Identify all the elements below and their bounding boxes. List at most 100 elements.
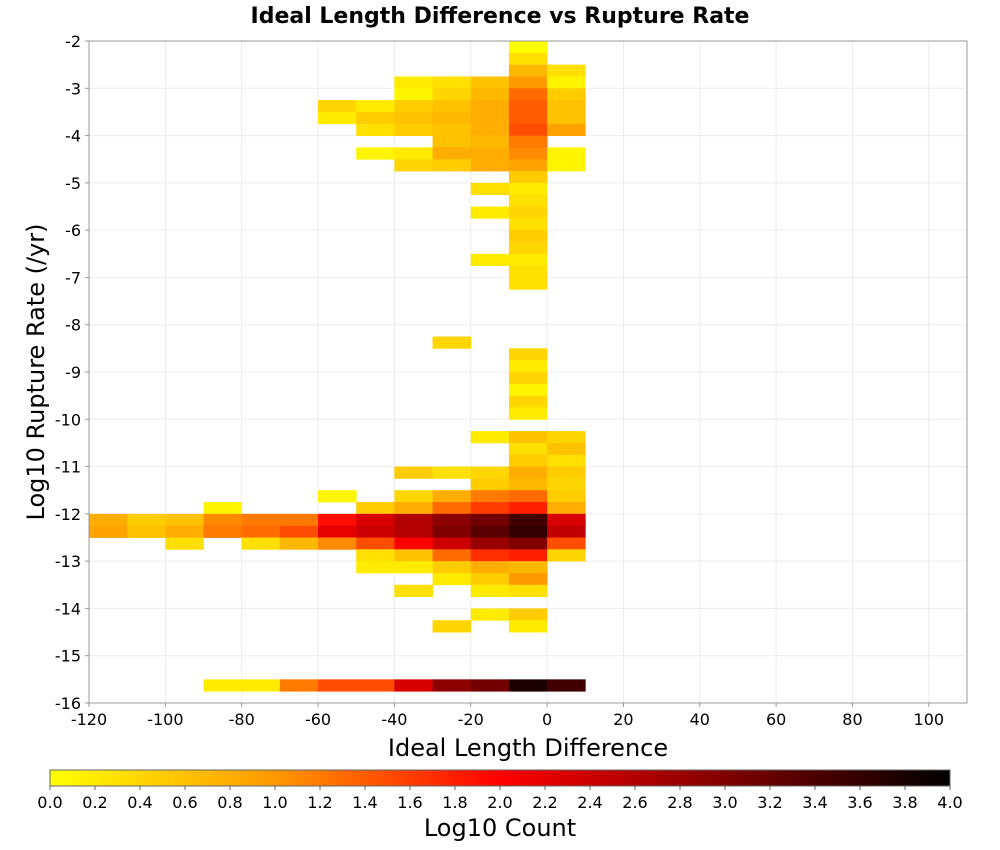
heatmap-cell [470, 206, 510, 219]
heatmap-cell [508, 454, 548, 467]
x-tick-label: 100 [914, 710, 945, 729]
heatmap-cell [165, 537, 204, 550]
heatmap-cell [547, 502, 586, 515]
heatmap-cell [508, 253, 548, 267]
heatmap-cell [470, 182, 510, 196]
y-tick-label: -6 [65, 221, 81, 240]
heatmap-cell [432, 537, 472, 550]
colorbar-tick-label: 3.6 [847, 793, 872, 812]
heatmap-cell [547, 431, 586, 444]
heatmap-cell [432, 135, 472, 148]
y-tick-label: -3 [65, 79, 81, 98]
heatmap-cell [394, 679, 433, 692]
heatmap-cell [432, 123, 472, 136]
heatmap-cell [394, 147, 433, 160]
y-tick-label: -7 [65, 268, 81, 287]
heatmap-cell [394, 88, 433, 101]
y-tick-label: -8 [65, 316, 81, 335]
heatmap-cell [470, 135, 510, 148]
y-tick-label: -9 [65, 363, 81, 382]
heatmap-cell [547, 123, 586, 136]
heatmap-cell [356, 147, 395, 160]
heatmap-cell [508, 206, 548, 219]
colorbar-tick-label: 1.8 [442, 793, 467, 812]
heatmap-cell [318, 525, 357, 538]
heatmap-cell [432, 88, 472, 101]
chart-title: Ideal Length Difference vs Rupture Rate [251, 4, 750, 29]
y-tick-label: -10 [55, 410, 81, 429]
heatmap-cell [470, 561, 510, 574]
heatmap-cell [508, 490, 548, 503]
heatmap-cell [356, 679, 395, 692]
x-tick-label: -20 [458, 710, 484, 729]
heatmap-cell [394, 76, 433, 89]
heatmap-cell [508, 608, 548, 621]
y-tick-label: -16 [55, 694, 81, 713]
heatmap-cell [394, 490, 433, 503]
x-tick-label: 60 [766, 710, 786, 729]
heatmap-cell [394, 549, 433, 562]
heatmap-cell [318, 111, 357, 125]
heatmap-cell [203, 513, 243, 527]
colorbar-tick-label: 1.0 [262, 793, 287, 812]
colorbar-ticks: 0.0 0.2 0.4 0.6 0.8 1.0 1.2 1.4 1.6 1.8 2.0 2.2 2.4 2… [37, 786, 963, 812]
heatmap-cell [470, 584, 510, 598]
heatmap-cell [470, 253, 510, 267]
heatmap-cell [508, 123, 548, 136]
colorbar-tick-label: 4.0 [937, 793, 962, 812]
heatmap-cell [470, 466, 510, 479]
heatmap-cell [356, 549, 395, 562]
heatmap-cell [432, 336, 472, 349]
heatmap-cell [356, 537, 395, 550]
heatmap-cell [432, 525, 472, 538]
colorbar-tick-label: 0.4 [127, 793, 152, 812]
heatmap-cell [547, 490, 586, 503]
heatmap-cell [508, 111, 548, 125]
heatmap-cell [508, 182, 548, 196]
colorbar-tick-label: 3.4 [802, 793, 827, 812]
colorbar-tick-label: 2.6 [622, 793, 647, 812]
heatmap-cell [470, 572, 510, 586]
heatmap-cell [394, 537, 433, 550]
heatmap-cell [394, 561, 433, 574]
heatmap-cell [508, 572, 548, 586]
heatmap-cell [394, 100, 433, 113]
heatmap-cell [470, 88, 510, 101]
heatmap-cell [432, 76, 472, 89]
heatmap-cell [508, 561, 548, 574]
heatmap-cell [547, 549, 586, 562]
y-tick-label: -15 [55, 647, 81, 666]
heatmap-cell [508, 549, 548, 562]
heatmap-cell [394, 502, 433, 515]
heatmap-cell [508, 383, 548, 397]
heatmap-cell [508, 513, 548, 527]
heatmap-cell [508, 277, 548, 290]
heatmap-cell [508, 537, 548, 550]
heatmap-cell [279, 513, 319, 527]
y-tick-label: -13 [55, 552, 81, 571]
colorbar-tick-label: 2.8 [667, 793, 692, 812]
heatmap-cell [203, 502, 243, 515]
heatmap-cell [508, 52, 548, 66]
heatmap-cell [432, 561, 472, 574]
heatmap-cell [470, 608, 510, 621]
heatmap-cell [508, 218, 548, 231]
heatmap-cell [547, 679, 586, 692]
heatmap-cell [508, 395, 548, 408]
heatmap-cell [432, 620, 472, 633]
heatmap-cell [470, 525, 510, 538]
heatmap-cell [470, 159, 510, 172]
colorbar-tick-label: 0.8 [217, 793, 242, 812]
heatmap-cell [394, 513, 433, 527]
heatmap-cell [508, 100, 548, 113]
heatmap-cell [547, 147, 586, 160]
heatmap-cell [470, 100, 510, 113]
heatmap-cell [356, 111, 395, 125]
heatmap-cell [508, 88, 548, 101]
heatmap-cell [241, 513, 281, 527]
heatmap-cell [470, 502, 510, 515]
heatmap-cell [508, 147, 548, 160]
colorbar-tick-label: 1.2 [307, 793, 332, 812]
colorbar-tick-label: 3.8 [892, 793, 917, 812]
colorbar-tick-label: 2.4 [577, 793, 602, 812]
